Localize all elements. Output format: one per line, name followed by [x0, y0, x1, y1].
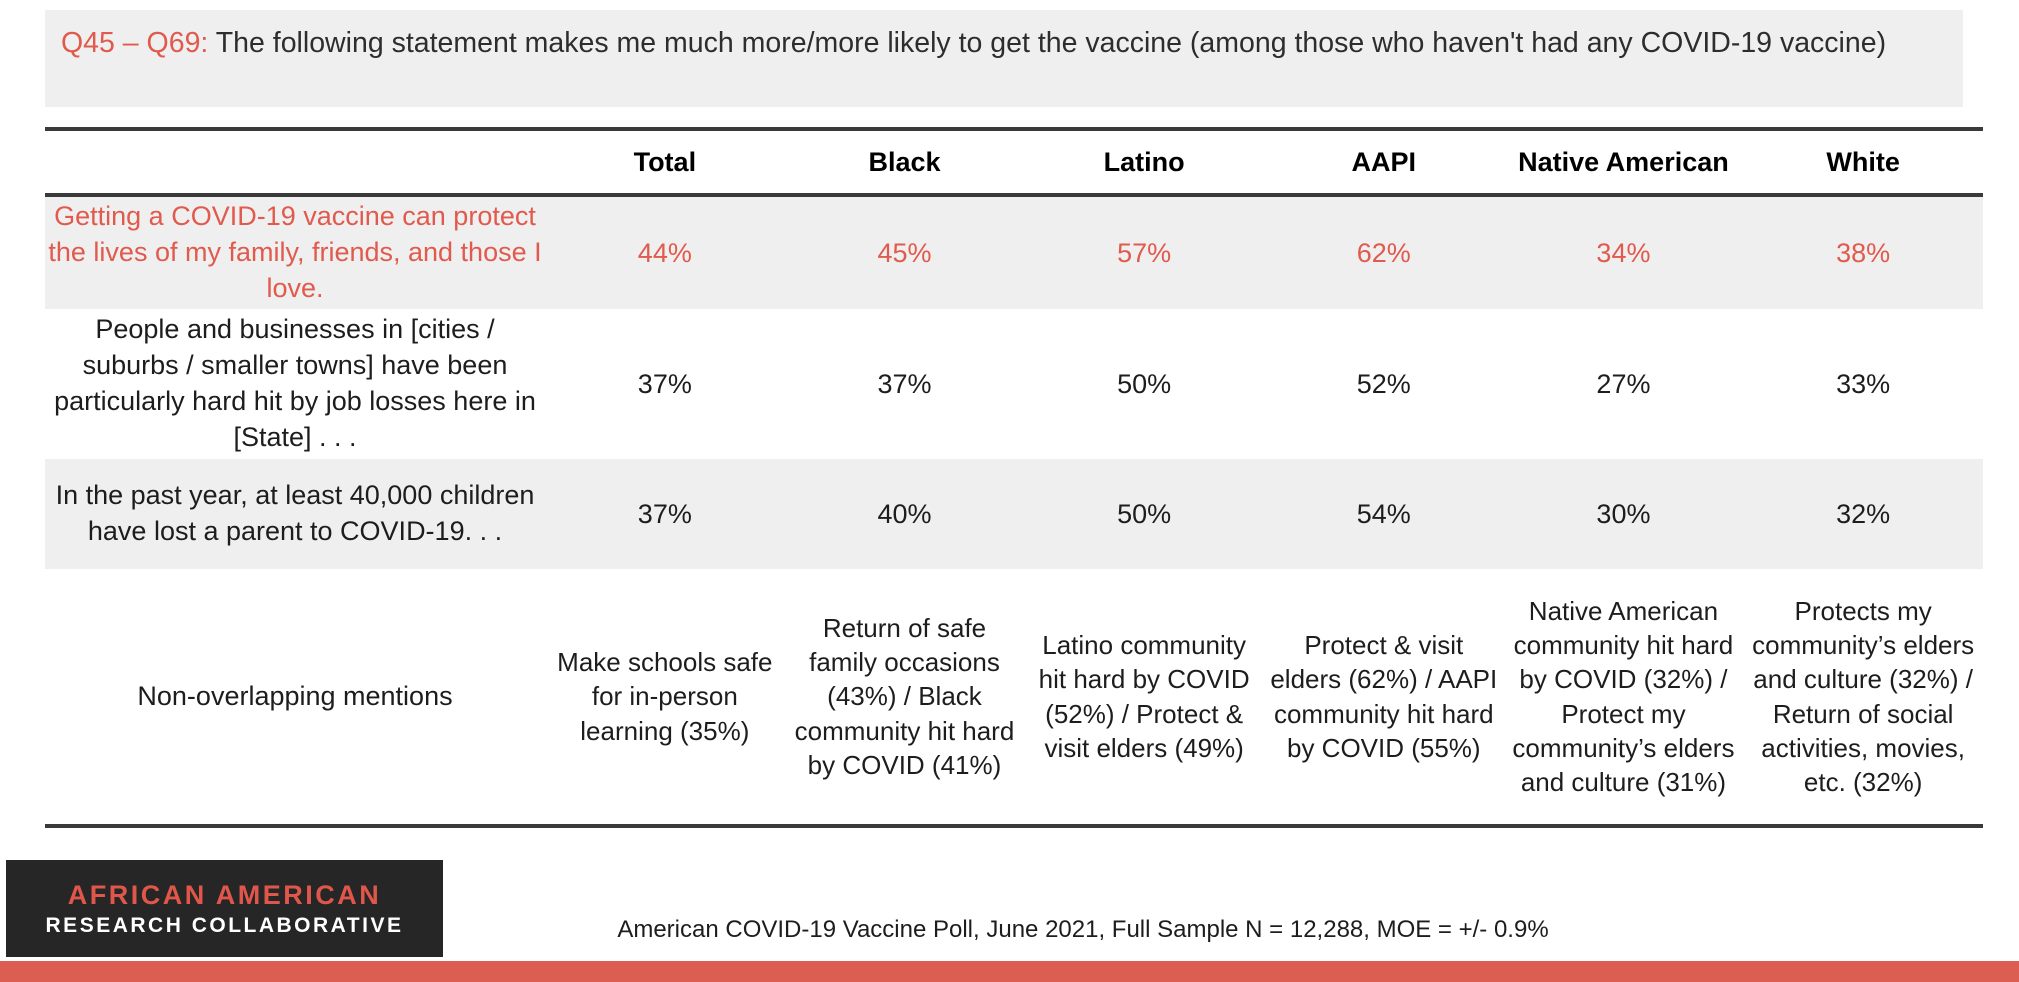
- logo-title: AFRICAN AMERICAN: [67, 879, 382, 910]
- mentions-cell-white: Protects my community’s elders and cultu…: [1743, 569, 1983, 828]
- value-cell-total: 44%: [637, 237, 692, 268]
- corner-cell: [45, 129, 545, 197]
- value-cell-native-american: 34%: [1596, 237, 1651, 268]
- table-row-protect-lives: Getting a COVID-19 vaccine can protect t…: [45, 195, 1983, 309]
- mentions-cell-latino: Latino community hit hard by COVID (52%)…: [1024, 569, 1264, 828]
- mentions-cell-total: Make schools safe for in-person learning…: [545, 569, 785, 828]
- value-cell-aapi: 54%: [1356, 498, 1411, 529]
- bottom-accent-bar: [0, 961, 2019, 982]
- results-table: Total Black Latino AAPI Native American …: [45, 127, 1983, 828]
- table-row-children-lost-parent: In the past year, at least 40,000 childr…: [45, 459, 1983, 569]
- value-cell-native-american: 27%: [1596, 368, 1651, 399]
- value-cell-total: 37%: [637, 368, 692, 399]
- source-citation: American COVID-19 Vaccine Poll, June 202…: [617, 916, 1549, 943]
- column-header-white: White: [1743, 129, 1983, 197]
- mentions-cell-black: Return of safe family occasions (43%) / …: [784, 569, 1025, 828]
- value-cell-native-american: 30%: [1596, 498, 1651, 529]
- column-header-native-american: Native American: [1503, 129, 1744, 197]
- table-row-job-losses: People and businesses in [cities / subur…: [45, 309, 1983, 459]
- statement-cell: People and businesses in [cities / subur…: [54, 314, 536, 452]
- logo-subtitle: RESEARCH COLLABORATIVE: [45, 913, 404, 937]
- question-range: Q45 – Q69:: [61, 27, 209, 59]
- mentions-cell-native-american: Native American community hit hard by CO…: [1503, 569, 1744, 828]
- column-header-total: Total: [545, 129, 785, 197]
- value-cell-total: 37%: [637, 498, 692, 529]
- table-row-non-overlapping-mentions: Non-overlapping mentions Make schools sa…: [45, 569, 1983, 828]
- statement-cell: Getting a COVID-19 vaccine can protect t…: [48, 201, 542, 303]
- column-header-latino: Latino: [1024, 129, 1264, 197]
- value-cell-black: 40%: [877, 498, 932, 529]
- question-header: Q45 – Q69: The following statement makes…: [45, 10, 1963, 107]
- value-cell-latino: 50%: [1117, 498, 1172, 529]
- question-text: The following statement makes me much mo…: [215, 27, 1887, 59]
- column-header-black: Black: [784, 129, 1025, 197]
- value-cell-black: 45%: [877, 237, 932, 268]
- value-cell-white: 33%: [1836, 368, 1891, 399]
- value-cell-black: 37%: [877, 368, 932, 399]
- table-header-row: Total Black Latino AAPI Native American …: [45, 129, 1983, 197]
- column-header-aapi: AAPI: [1263, 129, 1504, 197]
- mentions-cell-aapi: Protect & visit elders (62%) / AAPI comm…: [1263, 569, 1504, 828]
- statement-cell: Non-overlapping mentions: [45, 569, 545, 828]
- aarc-logo: AFRICAN AMERICAN RESEARCH COLLABORATIVE: [6, 860, 443, 957]
- value-cell-latino: 50%: [1117, 368, 1172, 399]
- value-cell-latino: 57%: [1117, 237, 1172, 268]
- statement-cell: In the past year, at least 40,000 childr…: [55, 480, 535, 546]
- value-cell-aapi: 52%: [1356, 368, 1411, 399]
- value-cell-white: 38%: [1836, 237, 1891, 268]
- value-cell-white: 32%: [1836, 498, 1891, 529]
- value-cell-aapi: 62%: [1356, 237, 1411, 268]
